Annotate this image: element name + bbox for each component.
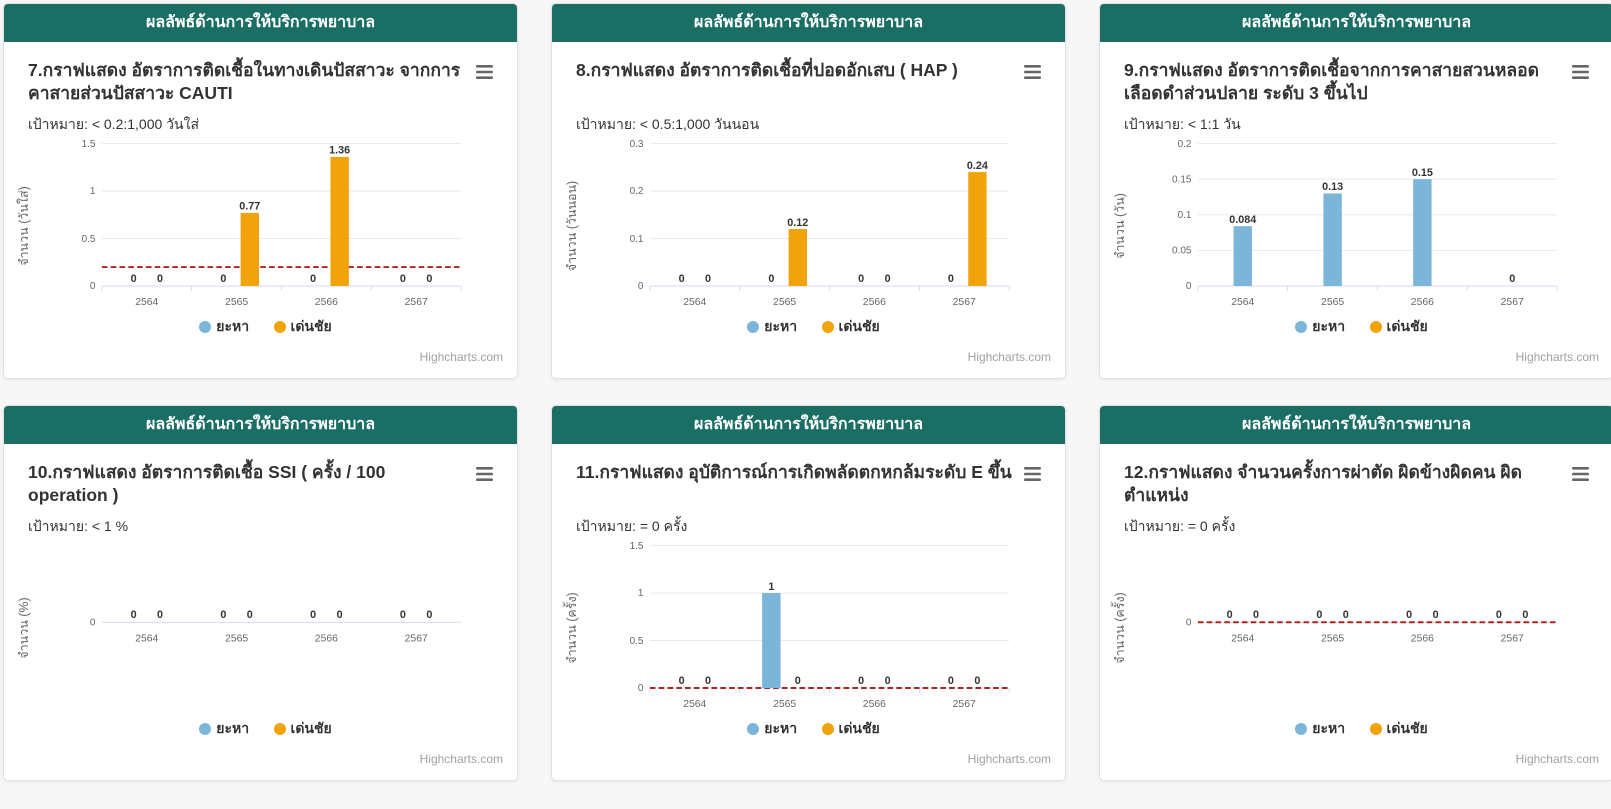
svg-text:0: 0 [1316,609,1322,621]
svg-text:2565: 2565 [1321,297,1344,308]
svg-text:0: 0 [310,609,316,621]
svg-text:0: 0 [426,609,432,621]
svg-text:0: 0 [90,281,96,292]
svg-text:2566: 2566 [1411,633,1434,644]
svg-text:2565: 2565 [225,297,248,308]
svg-text:0: 0 [795,675,801,687]
svg-text:0.13: 0.13 [1322,181,1343,193]
svg-text:0.05: 0.05 [1172,246,1192,257]
svg-text:2565: 2565 [773,297,796,308]
svg-text:0: 0 [310,273,316,285]
svg-text:2567: 2567 [953,297,976,308]
svg-text:0.15: 0.15 [1172,174,1192,185]
svg-text:0.1: 0.1 [630,234,644,245]
svg-text:0: 0 [679,675,685,687]
svg-text:0: 0 [638,683,644,694]
svg-text:2567: 2567 [1501,297,1524,308]
svg-text:0: 0 [1433,609,1439,621]
svg-text:0: 0 [131,273,137,285]
svg-text:0.5: 0.5 [630,636,644,647]
svg-text:1: 1 [768,581,774,593]
svg-text:2564: 2564 [135,297,158,308]
svg-text:2564: 2564 [1231,633,1254,644]
svg-text:1.5: 1.5 [630,541,644,552]
svg-text:2566: 2566 [315,297,338,308]
svg-text:0: 0 [247,609,253,621]
svg-text:0: 0 [400,273,406,285]
svg-text:0: 0 [1186,617,1192,628]
svg-text:0: 0 [858,675,864,687]
svg-text:0: 0 [426,273,432,285]
svg-text:0.15: 0.15 [1412,167,1433,179]
svg-text:2566: 2566 [863,297,886,308]
svg-text:2565: 2565 [225,633,248,644]
svg-text:2566: 2566 [863,699,886,710]
svg-text:0: 0 [948,273,954,285]
svg-text:0: 0 [337,609,343,621]
svg-text:0.2: 0.2 [630,186,644,197]
svg-text:0: 0 [705,675,711,687]
svg-text:0: 0 [948,675,954,687]
svg-text:2564: 2564 [135,633,158,644]
svg-text:0: 0 [1253,609,1259,621]
svg-text:0: 0 [1509,273,1515,285]
svg-text:0: 0 [1496,609,1502,621]
svg-text:0.5: 0.5 [82,234,96,245]
svg-text:0: 0 [1227,609,1233,621]
svg-text:2565: 2565 [773,699,796,710]
svg-text:0.12: 0.12 [787,217,808,229]
svg-text:0: 0 [1522,609,1528,621]
svg-text:2564: 2564 [1231,297,1254,308]
svg-text:0: 0 [885,273,891,285]
svg-text:2567: 2567 [1501,633,1524,644]
svg-text:2567: 2567 [405,633,428,644]
svg-text:0: 0 [768,273,774,285]
svg-text:0: 0 [705,273,711,285]
svg-text:0: 0 [157,273,163,285]
svg-text:1: 1 [638,588,644,599]
svg-text:2565: 2565 [1321,633,1344,644]
svg-text:0: 0 [885,675,891,687]
svg-text:0: 0 [858,273,864,285]
svg-text:0: 0 [131,609,137,621]
svg-text:2564: 2564 [683,699,706,710]
svg-text:0: 0 [974,675,980,687]
svg-text:1.5: 1.5 [82,139,96,150]
svg-text:0: 0 [1343,609,1349,621]
svg-text:0.24: 0.24 [967,160,988,172]
svg-text:0: 0 [638,281,644,292]
svg-text:0.2: 0.2 [1178,139,1192,150]
svg-text:0.77: 0.77 [239,201,260,213]
svg-text:2567: 2567 [405,297,428,308]
svg-text:0: 0 [679,273,685,285]
svg-text:0: 0 [90,617,96,628]
svg-text:0.3: 0.3 [630,139,644,150]
svg-text:0: 0 [1406,609,1412,621]
svg-text:0: 0 [157,609,163,621]
svg-text:2566: 2566 [315,633,338,644]
svg-text:0: 0 [400,609,406,621]
svg-text:1.36: 1.36 [329,145,350,157]
svg-text:0.1: 0.1 [1178,210,1192,221]
svg-text:0.084: 0.084 [1229,214,1256,226]
svg-text:0: 0 [220,609,226,621]
svg-text:0: 0 [1186,281,1192,292]
svg-text:0: 0 [220,273,226,285]
svg-text:2567: 2567 [953,699,976,710]
svg-text:2566: 2566 [1411,297,1434,308]
svg-text:2564: 2564 [683,297,706,308]
svg-text:1: 1 [90,186,96,197]
